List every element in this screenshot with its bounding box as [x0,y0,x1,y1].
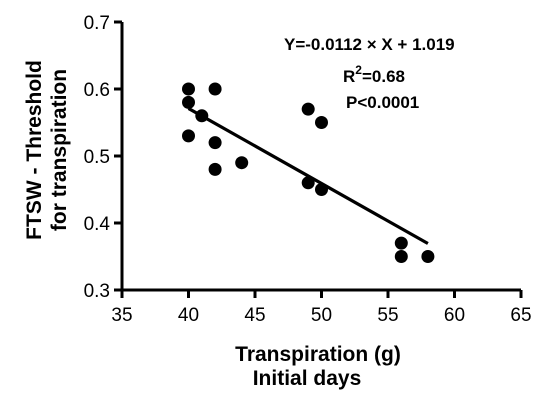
x-ticks: 35 40 45 50 55 60 65 [111,290,532,326]
regression-equation: Y=-0.0112 × X + 1.019 [284,35,455,54]
x-tick-label: 55 [377,305,398,326]
x-axis-title: Transpiration (g) [235,343,401,366]
y-tick-label: 0.6 [84,80,110,101]
data-point [182,129,195,143]
r-squared-label: R2=0.68 [343,63,405,86]
y-axis-title: FTSW - Threshold [23,60,46,240]
x-tick-label: 35 [111,305,132,326]
x-tick-label: 50 [311,305,332,326]
x-tick-label: 45 [244,305,265,326]
data-point [235,156,249,170]
p-value-label: P<0.0001 [346,93,419,112]
points-layer [182,82,435,263]
r-squared-value: =0.68 [362,67,405,86]
data-point [421,250,435,263]
data-point [301,102,315,116]
y-tick-label: 0.5 [84,147,110,168]
y-ticks: 0.3 0.4 0.5 0.6 0.7 [84,13,122,302]
y-axis-title-line2: for transpiration [48,69,71,231]
y-tick-label: 0.3 [84,281,110,302]
x-tick-label: 60 [444,305,465,326]
data-point [394,236,408,250]
data-point [182,95,195,109]
regression-line [187,107,429,245]
data-point [208,136,222,150]
regression-layer [187,107,429,245]
y-tick-label: 0.7 [84,13,110,34]
x-tick-label: 40 [178,305,199,326]
r-squared-prefix: R [343,67,355,86]
data-point [208,82,222,96]
data-point [182,82,195,96]
data-point [394,250,408,263]
x-tick-label: 65 [510,305,531,326]
data-point [315,183,328,196]
data-point [195,109,209,123]
data-point [315,116,328,129]
data-point [301,176,315,190]
data-point [208,162,222,176]
r-squared-sup: 2 [355,63,362,77]
y-tick-label: 0.4 [84,214,111,235]
x-axis-title-line2: Initial days [253,367,362,390]
